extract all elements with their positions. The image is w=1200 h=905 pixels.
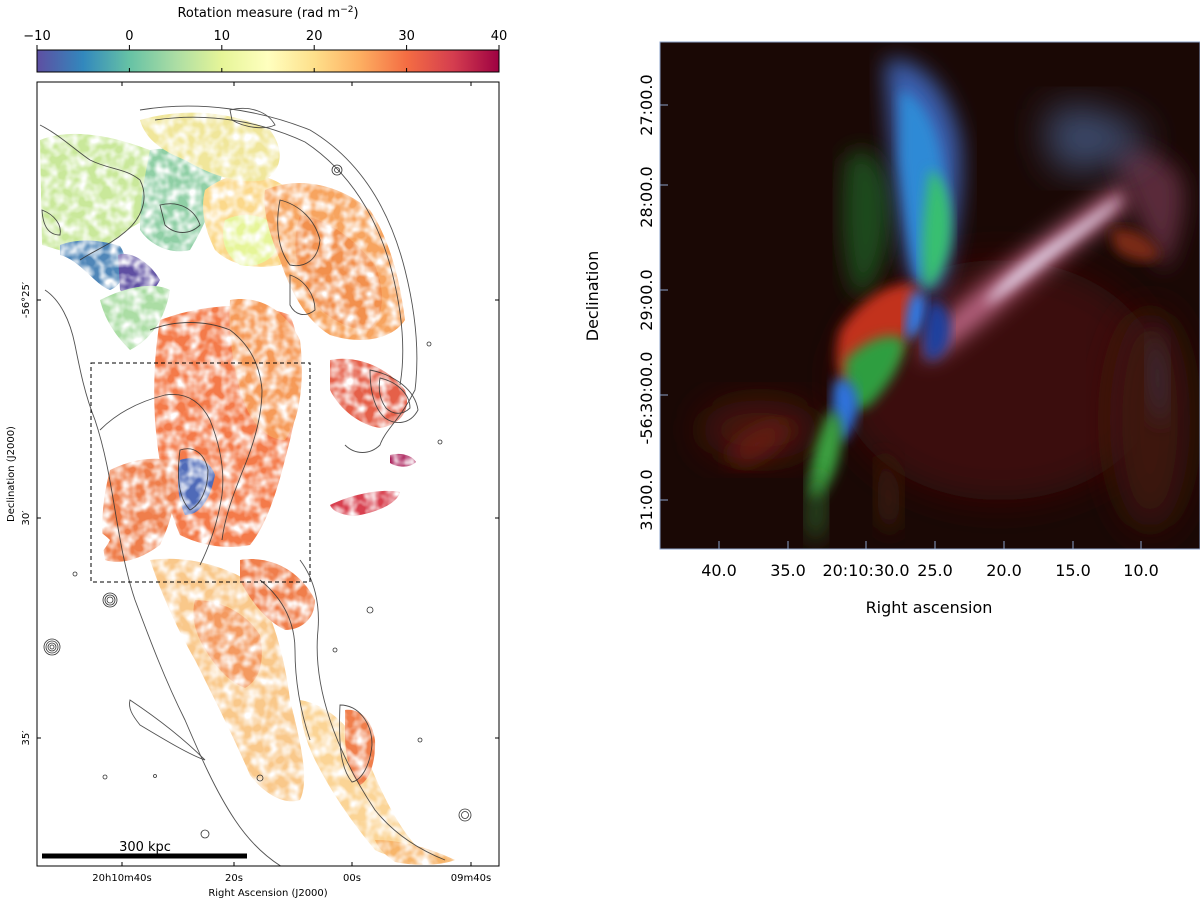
right-xtick-label: 15.0 <box>1055 561 1091 580</box>
right-ytick-label: 31:00.0 <box>637 469 656 530</box>
left-axes-frame <box>36 81 500 867</box>
colorbar-tick-label: 30 <box>398 29 415 44</box>
left-x-axis-label: Right Ascension (J2000) <box>208 888 327 899</box>
right-xtick-label: 35.0 <box>770 561 806 580</box>
zoom-region-box <box>90 362 311 583</box>
right-x-axis-label: Right ascension <box>866 598 993 617</box>
left-xtick-label: 09m40s <box>451 873 491 884</box>
right-yticks <box>660 104 668 501</box>
colorbar-ticks: −10 0 10 20 30 40 <box>23 29 507 72</box>
scale-bar-label: 300 kpc <box>119 840 171 855</box>
left-ytick-label: 35′ <box>21 730 32 746</box>
rm-colorbar: Rotation measure (rad m−2) −10 0 10 20 30 40 <box>23 5 507 73</box>
colorbar-tick-label: 20 <box>306 29 323 44</box>
right-xtick-label: 25.0 <box>917 561 953 580</box>
left-xtick-label: 20h10m40s <box>92 873 151 884</box>
right-xtick-label: 20:10:30.0 <box>822 561 909 580</box>
left-xtick-label: 20s <box>225 873 243 884</box>
colorbar-tick-label: 10 <box>214 29 231 44</box>
rgb-image <box>700 59 1190 541</box>
right-ytick-label: 28:00.0 <box>637 166 656 227</box>
rm-map-image <box>40 112 455 865</box>
right-xtick-label: 10.0 <box>1123 561 1159 580</box>
right-xtick-label: 40.0 <box>701 561 737 580</box>
colorbar-label: Rotation measure (rad m−2) <box>177 5 358 21</box>
right-ytick-label: 27:00.0 <box>637 74 656 135</box>
right-xticks <box>718 541 1142 549</box>
right-y-axis-label: Declination <box>583 251 602 341</box>
colorbar-tick-label: 40 <box>491 29 508 44</box>
colorbar-tick-label: 0 <box>125 29 133 44</box>
rgb-image-axes: 27:00.0 28:00.0 29:00.0 -56:30:00.0 31:0… <box>583 41 1200 617</box>
left-xticks <box>121 82 472 866</box>
right-ytick-label: 29:00.0 <box>637 269 656 330</box>
rgb-image-frame <box>659 41 1200 550</box>
left-ytick-label: -56°25′ <box>21 281 32 318</box>
point-sources <box>43 164 472 839</box>
left-ytick-label: 30′ <box>21 510 32 526</box>
radio-contours <box>39 105 446 866</box>
right-xtick-label: 20.0 <box>986 561 1022 580</box>
right-ytick-label: -56:30:00.0 <box>637 352 656 445</box>
colorbar-tick-label: −10 <box>23 29 50 44</box>
colorbar-bar <box>36 49 500 73</box>
rm-map-axes: 300 kpc -56°25′ 30′ 35′ 20h10m40s 20s 00… <box>6 81 500 899</box>
left-yticks <box>37 299 499 739</box>
left-y-axis-label: Declination (J2000) <box>6 426 17 522</box>
left-xtick-label: 00s <box>343 873 361 884</box>
